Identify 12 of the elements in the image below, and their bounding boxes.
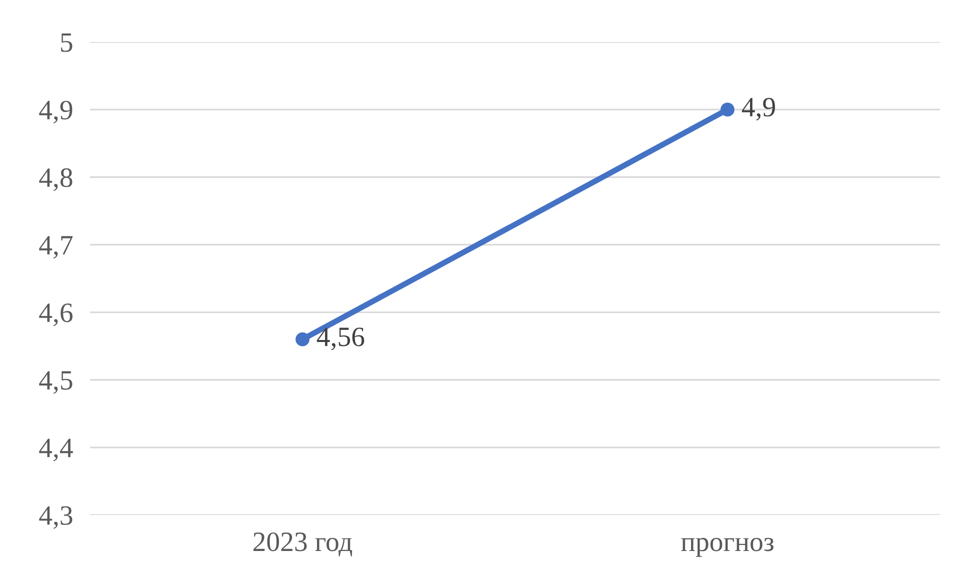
y-tick-label: 4,8 [39,168,72,192]
y-tick-label: 4,4 [39,438,73,462]
data-label: 4,56 [316,328,364,350]
y-tick-label: 4,9 [39,100,72,124]
data-label: 4,9 [742,98,775,121]
y-tick-label: 4,6 [39,304,73,326]
y-tick-label: 5 [61,33,72,52]
y-tick-label: 4,5 [39,371,72,394]
y-tick-label: 4,3 [39,506,72,529]
y-tick-label: 4,7 [39,236,73,259]
x-tick-label: прогноз [681,538,774,557]
x-tick-label: 2023 год [254,532,352,556]
